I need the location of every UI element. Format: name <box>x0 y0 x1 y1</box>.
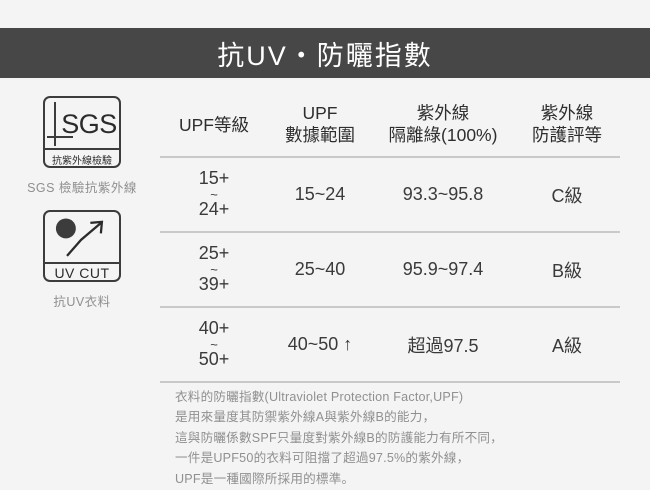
footnote-line-3: 這與防曬係數SPF只量度對紫外線B的防護能力有所不同， <box>175 430 503 445</box>
cell-upf-range: 40~50 ↑ <box>287 334 353 354</box>
footnote-line-1: 衣料的防曬指數(Ultraviolet Protection Factor,UP… <box>175 390 464 404</box>
grade-top: 15+ <box>198 168 230 189</box>
cell-uv-rating: A級 <box>551 335 582 356</box>
uv-badge-divider <box>45 262 119 264</box>
cell-upf-grade: 25+ ~ 39+ <box>160 243 268 295</box>
grade-bottom: 50+ <box>198 349 230 370</box>
sgs-mark-subtext: 抗紫外線檢驗 <box>52 155 112 167</box>
table-row: 25+ ~ 39+ 25~40 95.9~97.4 B級 <box>160 233 620 308</box>
uv-cut-badge-caption: 抗UV衣料 <box>53 295 111 309</box>
sgs-mark-label: SGS <box>61 108 117 139</box>
column-header-uv-rating: 紫外線 防護評等 <box>532 102 602 145</box>
grade-bottom: 24+ <box>198 199 230 220</box>
cell-uv-rating: B級 <box>551 260 582 281</box>
column-header-uv-block: 紫外線 隔離綠(100%) <box>388 102 498 145</box>
footnote-line-2: 是用來量度其防禦紫外線A與紫外線B的能力， <box>175 410 436 425</box>
column-header-upf-range: UPF 數據範圍 <box>285 102 355 145</box>
sgs-badge-divider <box>45 148 119 150</box>
grade-top: 25+ <box>198 243 230 264</box>
uv-cut-icon: UV CUT <box>43 210 121 282</box>
header-banner: 抗UV・防曬指數 <box>0 28 650 78</box>
footnote-line-4: 一件是UPF50的衣料可阻擋了超過97.5%的紫外線， <box>175 451 470 466</box>
cell-upf-grade: 40+ ~ 50+ <box>160 318 268 370</box>
table-row: 15+ ~ 24+ 15~24 93.3~95.8 C級 <box>160 158 620 233</box>
page-title: 抗UV・防曬指數 <box>217 40 433 71</box>
uv-cut-label: UV CUT <box>54 264 110 281</box>
footnote-line-5: UPF是一種國際所採用的標準。 <box>175 471 355 486</box>
grade-tilde: ~ <box>210 261 218 277</box>
sgs-horizontal-rule-icon <box>47 136 73 138</box>
cell-uv-block: 93.3~95.8 <box>402 184 484 204</box>
sgs-certification-icon: SGS 抗紫外線檢驗 <box>43 96 121 168</box>
footnote-text: 衣料的防曬指數(Ultraviolet Protection Factor,UP… <box>175 387 625 489</box>
grade-tilde: ~ <box>210 186 218 202</box>
column-header-upf-grade: UPF等級 <box>179 114 249 135</box>
sgs-badge-caption: SGS 檢驗抗紫外線 <box>27 181 137 195</box>
cell-upf-grade: 15+ ~ 24+ <box>160 168 268 220</box>
cell-upf-range: 15~24 <box>294 184 346 204</box>
table-row: 40+ ~ 50+ 40~50 ↑ 超過97.5 A級 <box>160 308 620 383</box>
certification-badges: SGS 抗紫外線檢驗 SGS 檢驗抗紫外線 UV CUT 抗UV衣料 <box>14 96 150 310</box>
cell-uv-block: 超過97.5 <box>407 335 479 356</box>
cell-uv-rating: C級 <box>551 185 583 206</box>
grade-top: 40+ <box>198 318 230 339</box>
upf-specification-table: UPF等級 UPF 數據範圍 紫外線 隔離綠(100%) 紫外線 防護評等 15… <box>160 92 620 383</box>
sgs-vertical-rule-icon <box>54 102 56 146</box>
cell-uv-block: 95.9~97.4 <box>402 259 484 279</box>
table-header-row: UPF等級 UPF 數據範圍 紫外線 隔離綠(100%) 紫外線 防護評等 <box>160 92 620 158</box>
cell-upf-range: 25~40 <box>294 259 346 279</box>
uv-sun-arrow-icon <box>55 218 104 257</box>
grade-bottom: 39+ <box>198 274 230 295</box>
grade-tilde: ~ <box>210 336 218 352</box>
